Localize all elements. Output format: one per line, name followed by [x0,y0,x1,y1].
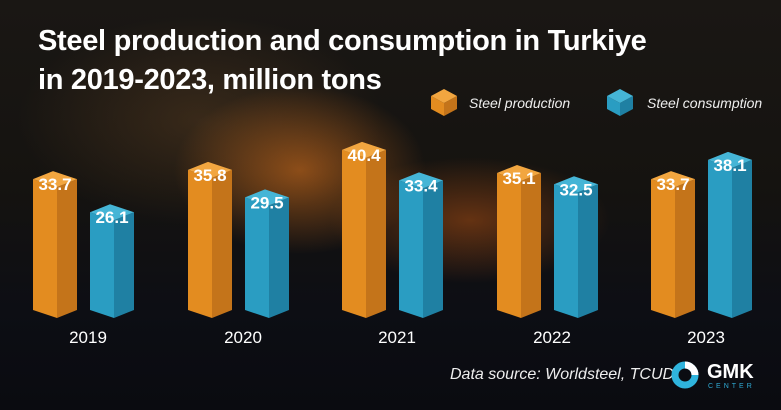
legend-swatch-face [444,96,457,116]
x-tick-label: 2021 [378,328,416,347]
data-label: 33.7 [38,175,71,194]
bar-consumption [245,189,289,318]
x-tick-label: 2019 [69,328,107,347]
bar-top-face [708,151,752,168]
data-label: 35.1 [502,169,535,188]
data-label: 29.5 [250,193,283,212]
bar-right-face [423,180,443,318]
bar-top-face [651,171,695,188]
bar-left-face [245,197,269,318]
bar-right-face [212,169,232,318]
legend-swatch-face [431,89,457,103]
bar-top-face [399,172,443,189]
bar-top-face [245,189,289,206]
bar-left-face [554,184,578,318]
bar-right-face [732,159,752,318]
data-source: Data source: Worldsteel, TCUD [450,366,675,383]
bar-left-face [33,179,57,318]
bar-production [33,171,77,318]
bar-left-face [497,172,521,318]
x-tick-label: 2022 [533,328,571,347]
legend-label-production: Steel production [469,95,571,111]
title-line-2: in 2019-2023, million tons [38,64,382,96]
title-line-1: Steel production and consumption in Turk… [38,25,647,57]
bar-left-face [188,169,212,318]
legend-swatch-face [620,96,633,116]
bar-top-face [90,204,134,221]
bar-production [497,164,541,318]
bar-top-face [497,164,541,181]
bar-right-face [57,179,77,318]
data-label: 38.1 [713,156,746,175]
bar-top-face [342,141,386,158]
chart-title: Steel production and consumption in Turk… [38,22,647,100]
bar-production [651,171,695,318]
logo-sub: CENTER [708,383,755,390]
bar-left-face [342,149,366,318]
x-tick-label: 2020 [224,328,262,347]
bar-left-face [708,159,732,318]
bar-right-face [675,179,695,318]
x-tick-label: 2023 [687,328,725,347]
legend-swatch-production [431,89,457,116]
bar-consumption [708,151,752,318]
legend-label-consumption: Steel consumption [647,95,763,111]
bar-left-face [90,212,114,318]
bar-production [342,141,386,318]
bar-production [188,161,232,318]
bar-right-face [366,149,386,318]
legend-swatch-face [607,89,633,103]
bar-left-face [399,180,423,318]
legend-swatch-face [607,96,620,116]
bar-right-face [578,184,598,318]
bar-right-face [269,197,289,318]
legend-swatch-consumption [607,89,633,116]
bar-consumption [90,204,134,318]
data-label: 26.1 [95,208,128,227]
bar-top-face [554,176,598,193]
bar-right-face [114,212,134,318]
data-label: 33.4 [404,176,438,195]
bar-right-face [521,172,541,318]
bar-top-face [33,171,77,188]
bar-consumption [554,176,598,318]
logo-name: GMK [707,361,754,383]
data-label: 32.5 [559,180,592,199]
bar-consumption [399,172,443,318]
legend-swatch-face [431,96,444,116]
gmk-logo-icon [671,361,699,389]
bar-left-face [651,179,675,318]
data-label: 33.7 [656,175,689,194]
data-label: 35.8 [193,166,226,185]
bar-top-face [188,161,232,178]
data-label: 40.4 [347,146,381,165]
